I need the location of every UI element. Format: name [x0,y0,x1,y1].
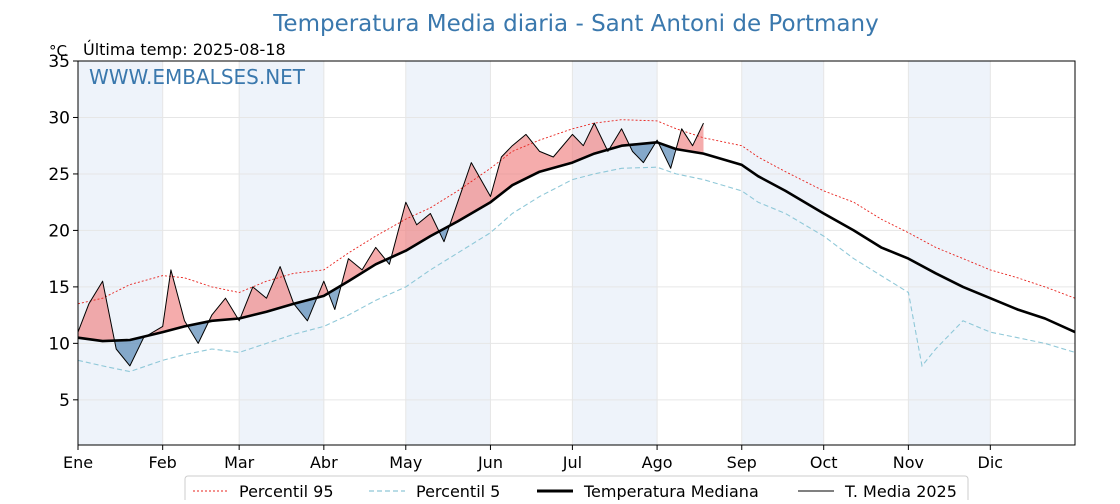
above-median-fill-14 [450,123,607,225]
above-median-fill-12 [392,202,439,257]
x-tick-label-ago: Ago [642,453,673,472]
below-median-fill-17 [629,142,655,163]
month-band-mar [239,61,324,445]
month-band-ene [78,61,163,445]
y-tick-label-10: 10 [48,334,70,354]
below-median-fill-1 [114,336,147,366]
below-median-fill-7 [295,298,316,321]
above-median-fill-10 [341,247,386,286]
month-band-jul [572,61,658,445]
x-axis: Ene Feb Mar Abr May Jun Jul Ago Sep Oct Nov Dic [63,445,1003,472]
legend-label-p95: Percentil 95 [239,482,334,500]
legend-frame [184,475,969,504]
above-median-fill-6 [240,266,294,319]
plot-frame [77,60,1076,446]
x-tick-label-jun: Jun [477,453,503,472]
below-median-fill-19 [658,142,675,169]
x-tick-label-nov: Nov [893,453,924,472]
x-tick-label-jul: Jul [562,453,582,472]
month-band-may [405,61,491,445]
x-tick-label-feb: Feb [149,453,177,472]
legend: Percentil 95 Percentil 5 Temperatura Med… [184,475,969,504]
series-line-temperatura-mediana [77,141,1076,343]
grid-lines [77,61,1075,445]
series-line-percentil-95 [77,119,1076,305]
x-tick-label-sep: Sep [727,453,757,472]
chart-title: Temperatura Media diaria - Sant Antoni d… [272,11,878,37]
above-median-fill-20 [676,123,704,154]
y-tick-label-5: 5 [59,391,70,411]
month-band-sep [741,61,824,445]
legend-label-media2025: T. Media 2025 [844,482,957,500]
x-tick-label-oct: Oct [810,453,838,472]
above-median-fill-2 [147,269,188,336]
legend-label-median: Temperatura Mediana [583,482,759,500]
below-median-fill-3 [188,321,208,344]
x-tick-label-ene: Ene [63,453,93,472]
series-line-percentil-5 [77,166,1076,373]
x-tick-label-mar: Mar [224,453,255,472]
above-median-fill-4 [209,298,238,322]
y-tick-label-30: 30 [48,108,70,128]
x-tick-label-abr: Abr [310,453,338,472]
above-median-fill-0 [78,281,114,342]
y-tick-label-15: 15 [48,278,70,298]
x-tick-label-dic: Dic [978,453,1004,472]
y-tick-label-20: 20 [48,221,70,241]
y-axis: 35 5 10 15 20 25 30 [48,52,78,411]
watermark: WWW.EMBALSES.NET [89,65,306,89]
series-lines [77,119,1076,373]
unit-label: °C [49,42,67,60]
x-tick-label-may: May [389,453,422,472]
y-tick-label-35: 35 [48,52,70,72]
month-shading [78,61,991,445]
series-line-t-media-2025 [77,122,704,367]
anomaly-fills [78,123,704,366]
last-temp-label: Última temp: 2025-08-18 [83,40,286,59]
y-tick-label-25: 25 [48,165,70,185]
legend-label-p5: Percentil 5 [416,482,500,500]
